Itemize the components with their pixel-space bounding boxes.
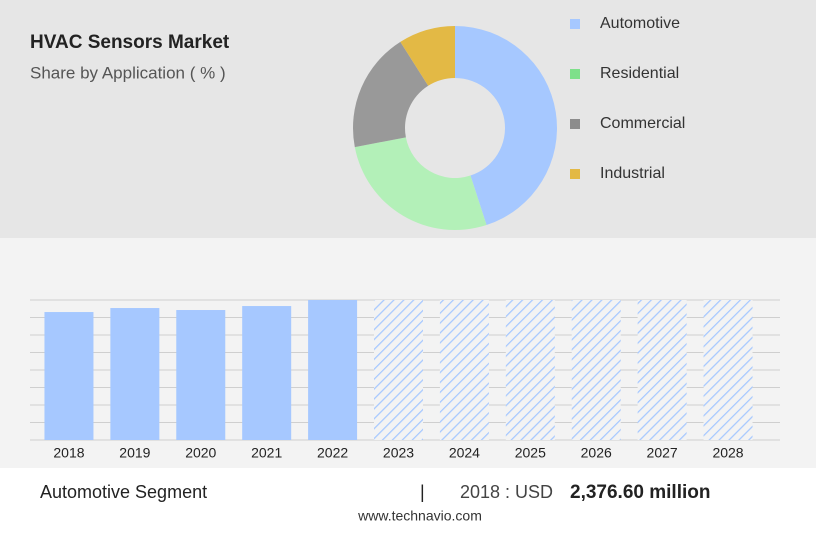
x-tick-label: 2024: [449, 445, 480, 461]
donut-slice: [353, 41, 429, 148]
x-tick-label: 2027: [647, 445, 678, 461]
x-tick-label: 2028: [712, 445, 743, 461]
legend-label: Commercial: [600, 115, 685, 132]
legend-label: Residential: [600, 65, 679, 82]
highlight-value: 2,376.60 million: [570, 482, 710, 503]
forecast-bar: [703, 300, 753, 440]
x-tick-label: 2023: [383, 445, 414, 461]
forecast-bar: [439, 300, 489, 440]
subtitle: Share by Application ( % ): [30, 63, 226, 82]
bar: [110, 308, 160, 440]
donut-slice: [354, 137, 487, 231]
donut-slice: [400, 26, 455, 86]
x-tick-label: 2019: [119, 445, 150, 461]
x-tick-label: 2022: [317, 445, 348, 461]
forecast-bar: [637, 300, 687, 440]
legend-swatch: [570, 169, 580, 179]
bar: [308, 300, 358, 440]
legend-swatch: [570, 19, 580, 29]
legend-label: Automotive: [600, 15, 680, 32]
legend-label: Industrial: [600, 165, 665, 182]
bar: [44, 312, 94, 440]
donut-slice: [455, 26, 558, 226]
footer-panel: [0, 468, 816, 528]
x-tick-label: 2021: [251, 445, 282, 461]
title: HVAC Sensors Market: [30, 32, 230, 53]
year-label: 2018 : USD: [460, 482, 553, 502]
x-tick-label: 2020: [185, 445, 216, 461]
forecast-bar: [505, 300, 555, 440]
separator: |: [420, 482, 425, 502]
forecast-bar: [571, 300, 621, 440]
x-tick-label: 2026: [581, 445, 612, 461]
x-tick-label: 2018: [53, 445, 84, 461]
segment-label: Automotive Segment: [40, 482, 207, 502]
source: www.technavio.com: [357, 508, 482, 524]
x-tick-label: 2025: [515, 445, 546, 461]
bar: [242, 306, 292, 440]
bar: [176, 310, 226, 440]
legend-swatch: [570, 69, 580, 79]
legend-swatch: [570, 119, 580, 129]
forecast-bar: [374, 300, 423, 440]
